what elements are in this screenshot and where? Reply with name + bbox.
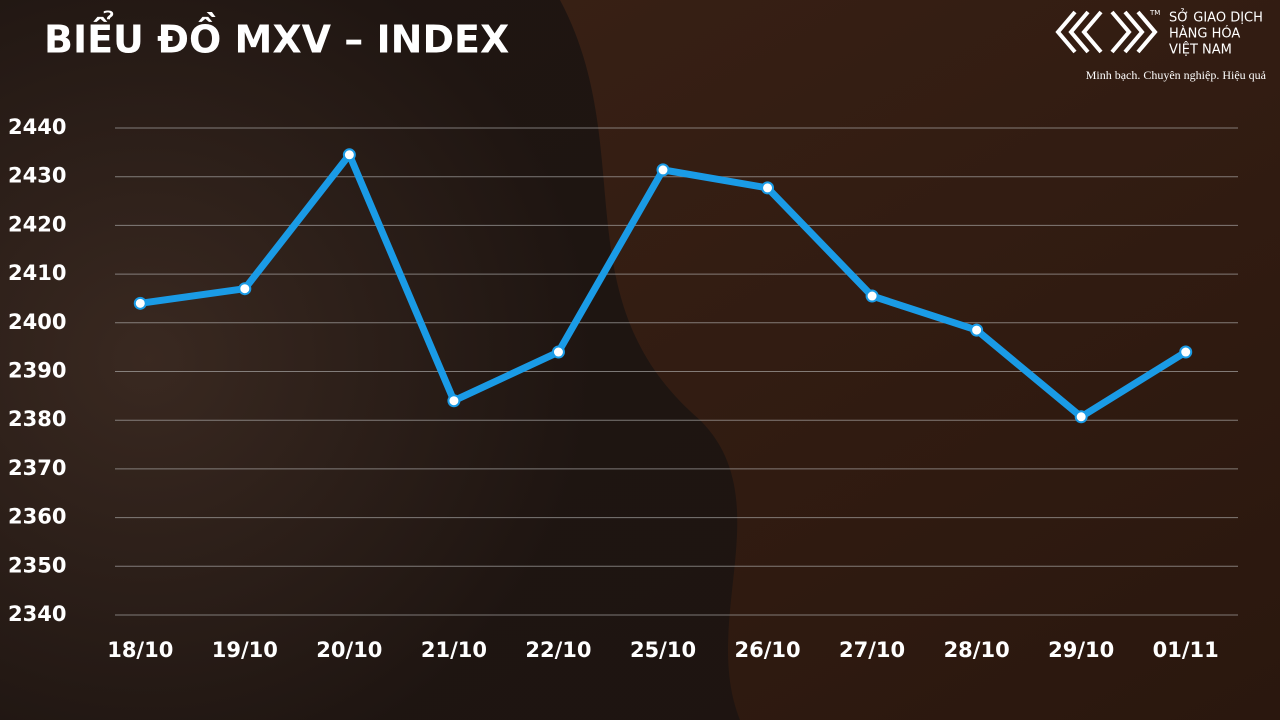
data-point xyxy=(1179,345,1193,359)
x-tick-label: 29/10 xyxy=(1048,638,1114,662)
y-tick-label: 2380 xyxy=(8,407,66,431)
logo-mark xyxy=(1055,10,1103,54)
data-point xyxy=(761,181,775,195)
x-tick-label: 21/10 xyxy=(421,638,487,662)
brand-name: SỞ GIAO DỊCH xyxy=(1169,9,1263,26)
y-tick-label: 2440 xyxy=(8,115,66,139)
y-tick-label: 2390 xyxy=(8,359,66,383)
y-tick-label: 2430 xyxy=(8,164,66,188)
y-tick-label: 2400 xyxy=(8,310,66,334)
data-point xyxy=(342,148,356,162)
data-point xyxy=(133,296,147,310)
y-tick-label: 2350 xyxy=(8,553,66,577)
y-tick-label: 2340 xyxy=(8,602,66,626)
data-point xyxy=(865,289,879,303)
chart-title: BIỂU ĐỒ MXV – INDEX xyxy=(44,12,509,62)
x-tick-label: 20/10 xyxy=(316,638,382,662)
x-tick-label: 01/11 xyxy=(1153,638,1219,662)
y-tick-label: 2370 xyxy=(8,456,66,480)
trademark: TM xyxy=(1149,9,1160,17)
logo xyxy=(1055,10,1158,54)
data-point xyxy=(238,282,252,296)
x-tick-label: 27/10 xyxy=(839,638,905,662)
x-tick-label: 26/10 xyxy=(734,638,800,662)
brand-name: HÀNG HÓA xyxy=(1169,26,1240,42)
data-point xyxy=(447,394,461,408)
y-tick-label: 2410 xyxy=(8,261,66,285)
x-tick-label: 25/10 xyxy=(630,638,696,662)
y-tick-label: 2360 xyxy=(8,505,66,529)
brand-name: VIỆT NAM xyxy=(1169,42,1232,58)
x-tick-label: 18/10 xyxy=(107,638,173,662)
y-tick-label: 2420 xyxy=(8,212,66,236)
x-tick-label: 28/10 xyxy=(944,638,1010,662)
logo-mark xyxy=(1110,10,1158,54)
data-point xyxy=(970,323,984,337)
slogan: Minh bạch. Chuyên nghiệp. Hiệu quả xyxy=(1086,68,1267,82)
data-point xyxy=(656,163,670,177)
x-tick-label: 19/10 xyxy=(212,638,278,662)
background-beans xyxy=(0,0,740,720)
x-tick-label: 22/10 xyxy=(525,638,591,662)
data-point xyxy=(551,345,565,359)
data-point xyxy=(1074,410,1088,424)
